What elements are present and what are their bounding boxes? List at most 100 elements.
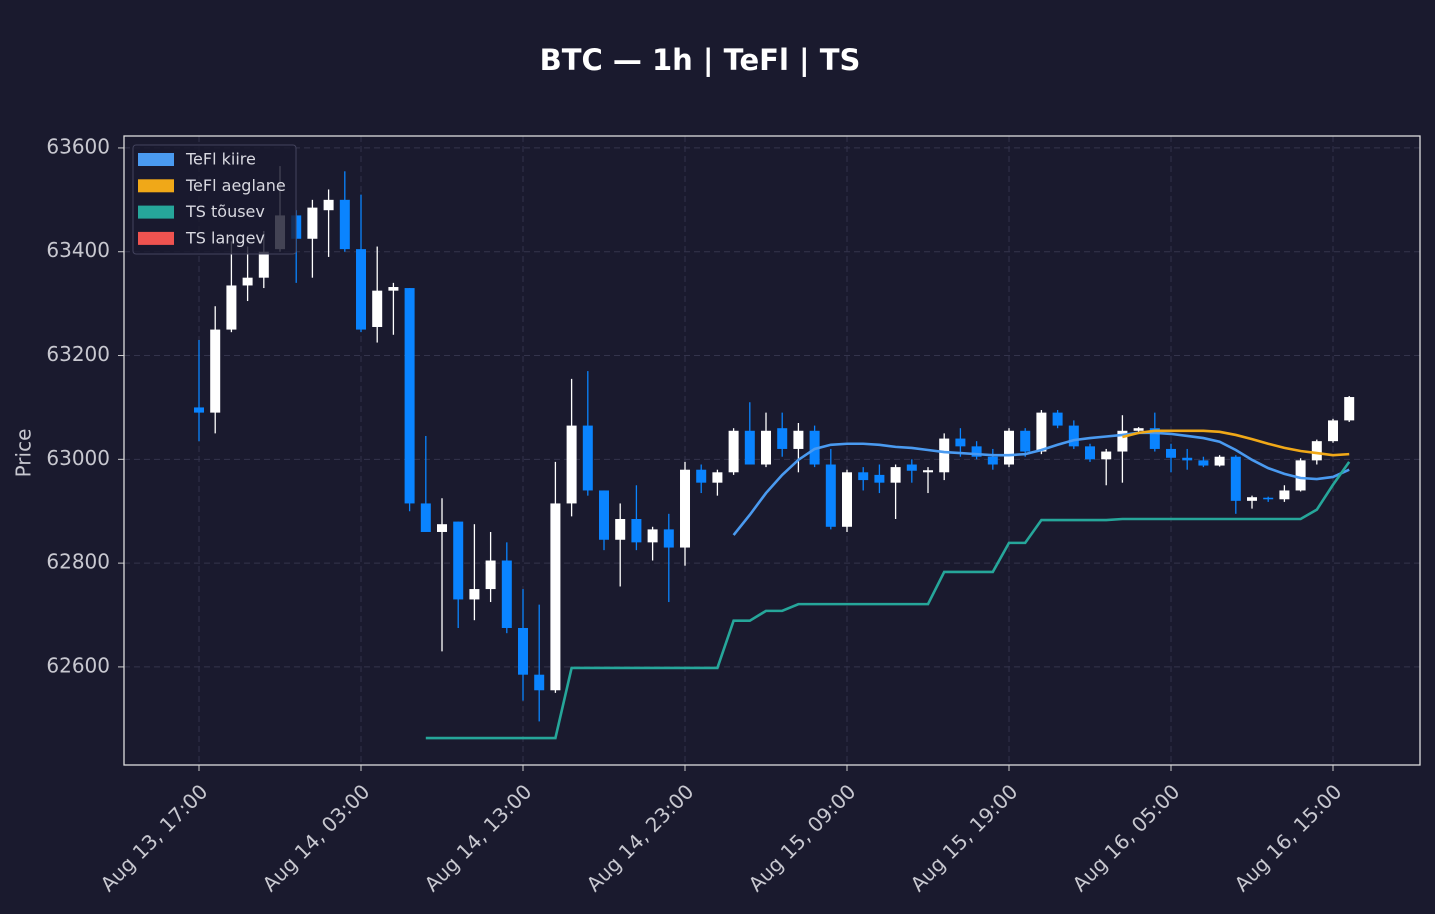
candle-body (420, 503, 431, 532)
candle-body (1020, 430, 1031, 452)
candle-body (437, 524, 448, 532)
candle-body (793, 430, 804, 449)
indicator-line (1122, 429, 1350, 457)
x-tick-label: Aug 16, 15:00 (1230, 779, 1347, 896)
x-tick-label: Aug 14, 13:00 (420, 779, 537, 896)
x-tick-label: Aug 13, 17:00 (96, 779, 213, 896)
legend-label: TeFl aeglane (185, 176, 286, 195)
candle-body (1311, 441, 1322, 461)
candle-body (1230, 456, 1241, 501)
candle-body (777, 428, 788, 449)
candle-body (194, 407, 205, 413)
candle-body (1198, 460, 1209, 466)
legend-label: TS langev (185, 228, 265, 247)
candle-body (1149, 428, 1160, 449)
legend-box (132, 144, 297, 255)
candle-body (1036, 412, 1047, 452)
candle-body (874, 474, 885, 483)
candle-body (566, 425, 577, 504)
candle-body (1133, 428, 1144, 431)
candle-body (680, 469, 691, 548)
candle-body (226, 285, 237, 330)
x-tick-label: Aug 15, 19:00 (906, 779, 1023, 896)
y-axis-label: Price (12, 429, 36, 478)
candle-body (1166, 448, 1177, 458)
candle-body (356, 249, 367, 330)
candle-body (939, 438, 950, 473)
candle-body (987, 456, 998, 465)
candle-body (647, 529, 658, 543)
legend-swatch (138, 179, 174, 193)
candle-body (663, 529, 674, 548)
candle-body (744, 430, 755, 465)
candle-body (1328, 420, 1339, 442)
legend: TeFl kiire TeFl aeglane TS tõusev TS langev (132, 144, 297, 255)
y-tick-label: 63400 (46, 238, 110, 262)
legend-swatch (138, 231, 174, 245)
candle-body (258, 251, 269, 278)
candle-body (1068, 425, 1079, 447)
candle-body (1295, 460, 1306, 491)
candle-body (469, 589, 480, 600)
candle-body (242, 277, 253, 286)
plot-border (123, 135, 1421, 766)
x-tick-label: Aug 16, 05:00 (1068, 779, 1185, 896)
x-tick-label: Aug 14, 03:00 (258, 779, 375, 896)
candle-body (761, 430, 772, 465)
candle-body (1004, 430, 1015, 465)
candle-body (955, 438, 966, 447)
candle-body (485, 560, 496, 590)
candle-body (599, 490, 610, 540)
legend-label: TeFl kiire (185, 150, 256, 169)
legend-swatch (138, 153, 174, 166)
candle-body (372, 290, 383, 327)
x-tick-label: Aug 15, 09:00 (744, 779, 861, 896)
candle-body (1214, 456, 1225, 466)
candle-body (631, 519, 642, 543)
candle-body (534, 674, 545, 691)
candle-body (971, 446, 982, 457)
y-tick-label: 63000 (46, 446, 110, 470)
candle-body (906, 464, 917, 471)
candle-body (388, 287, 399, 291)
candle-body (696, 469, 707, 483)
candle-body (1101, 451, 1112, 460)
candle-body (210, 329, 221, 413)
y-tick-label: 62600 (46, 653, 110, 677)
candle-body (582, 425, 593, 491)
candle-body (1344, 397, 1355, 421)
candle-body (1263, 497, 1274, 500)
candle-body (550, 503, 561, 691)
candle-body (728, 430, 739, 473)
x-tick-label: Aug 14, 23:00 (582, 779, 699, 896)
candle-body (501, 560, 512, 628)
candle-body (842, 472, 853, 527)
candle-body (307, 207, 318, 239)
candle-body (453, 521, 464, 600)
legend-swatch (138, 205, 174, 219)
chart-title: BTC — 1h | TeFl | TS (540, 43, 861, 77)
candle-body (1247, 497, 1258, 501)
candle-body (825, 464, 836, 527)
candle-body (339, 199, 350, 250)
legend-label: TS tõusev (185, 202, 265, 221)
candle-body (404, 288, 415, 504)
candle-body (858, 472, 869, 481)
candle-body (1279, 490, 1290, 500)
candle-body (323, 199, 334, 211)
candle-body (1085, 446, 1096, 460)
y-tick-label: 63600 (46, 134, 110, 158)
candle-body (1182, 457, 1193, 461)
plot-area (124, 136, 1420, 765)
y-tick-label: 63200 (46, 342, 110, 366)
candle-body (1052, 412, 1063, 426)
candle-body (615, 519, 626, 540)
indicator-line (732, 431, 1350, 536)
candle-body (1117, 430, 1128, 452)
indicator-line (425, 461, 1351, 740)
candle-body (923, 470, 934, 473)
candle-body (518, 627, 529, 675)
y-tick-label: 62800 (46, 550, 110, 574)
candle-body (712, 472, 723, 483)
